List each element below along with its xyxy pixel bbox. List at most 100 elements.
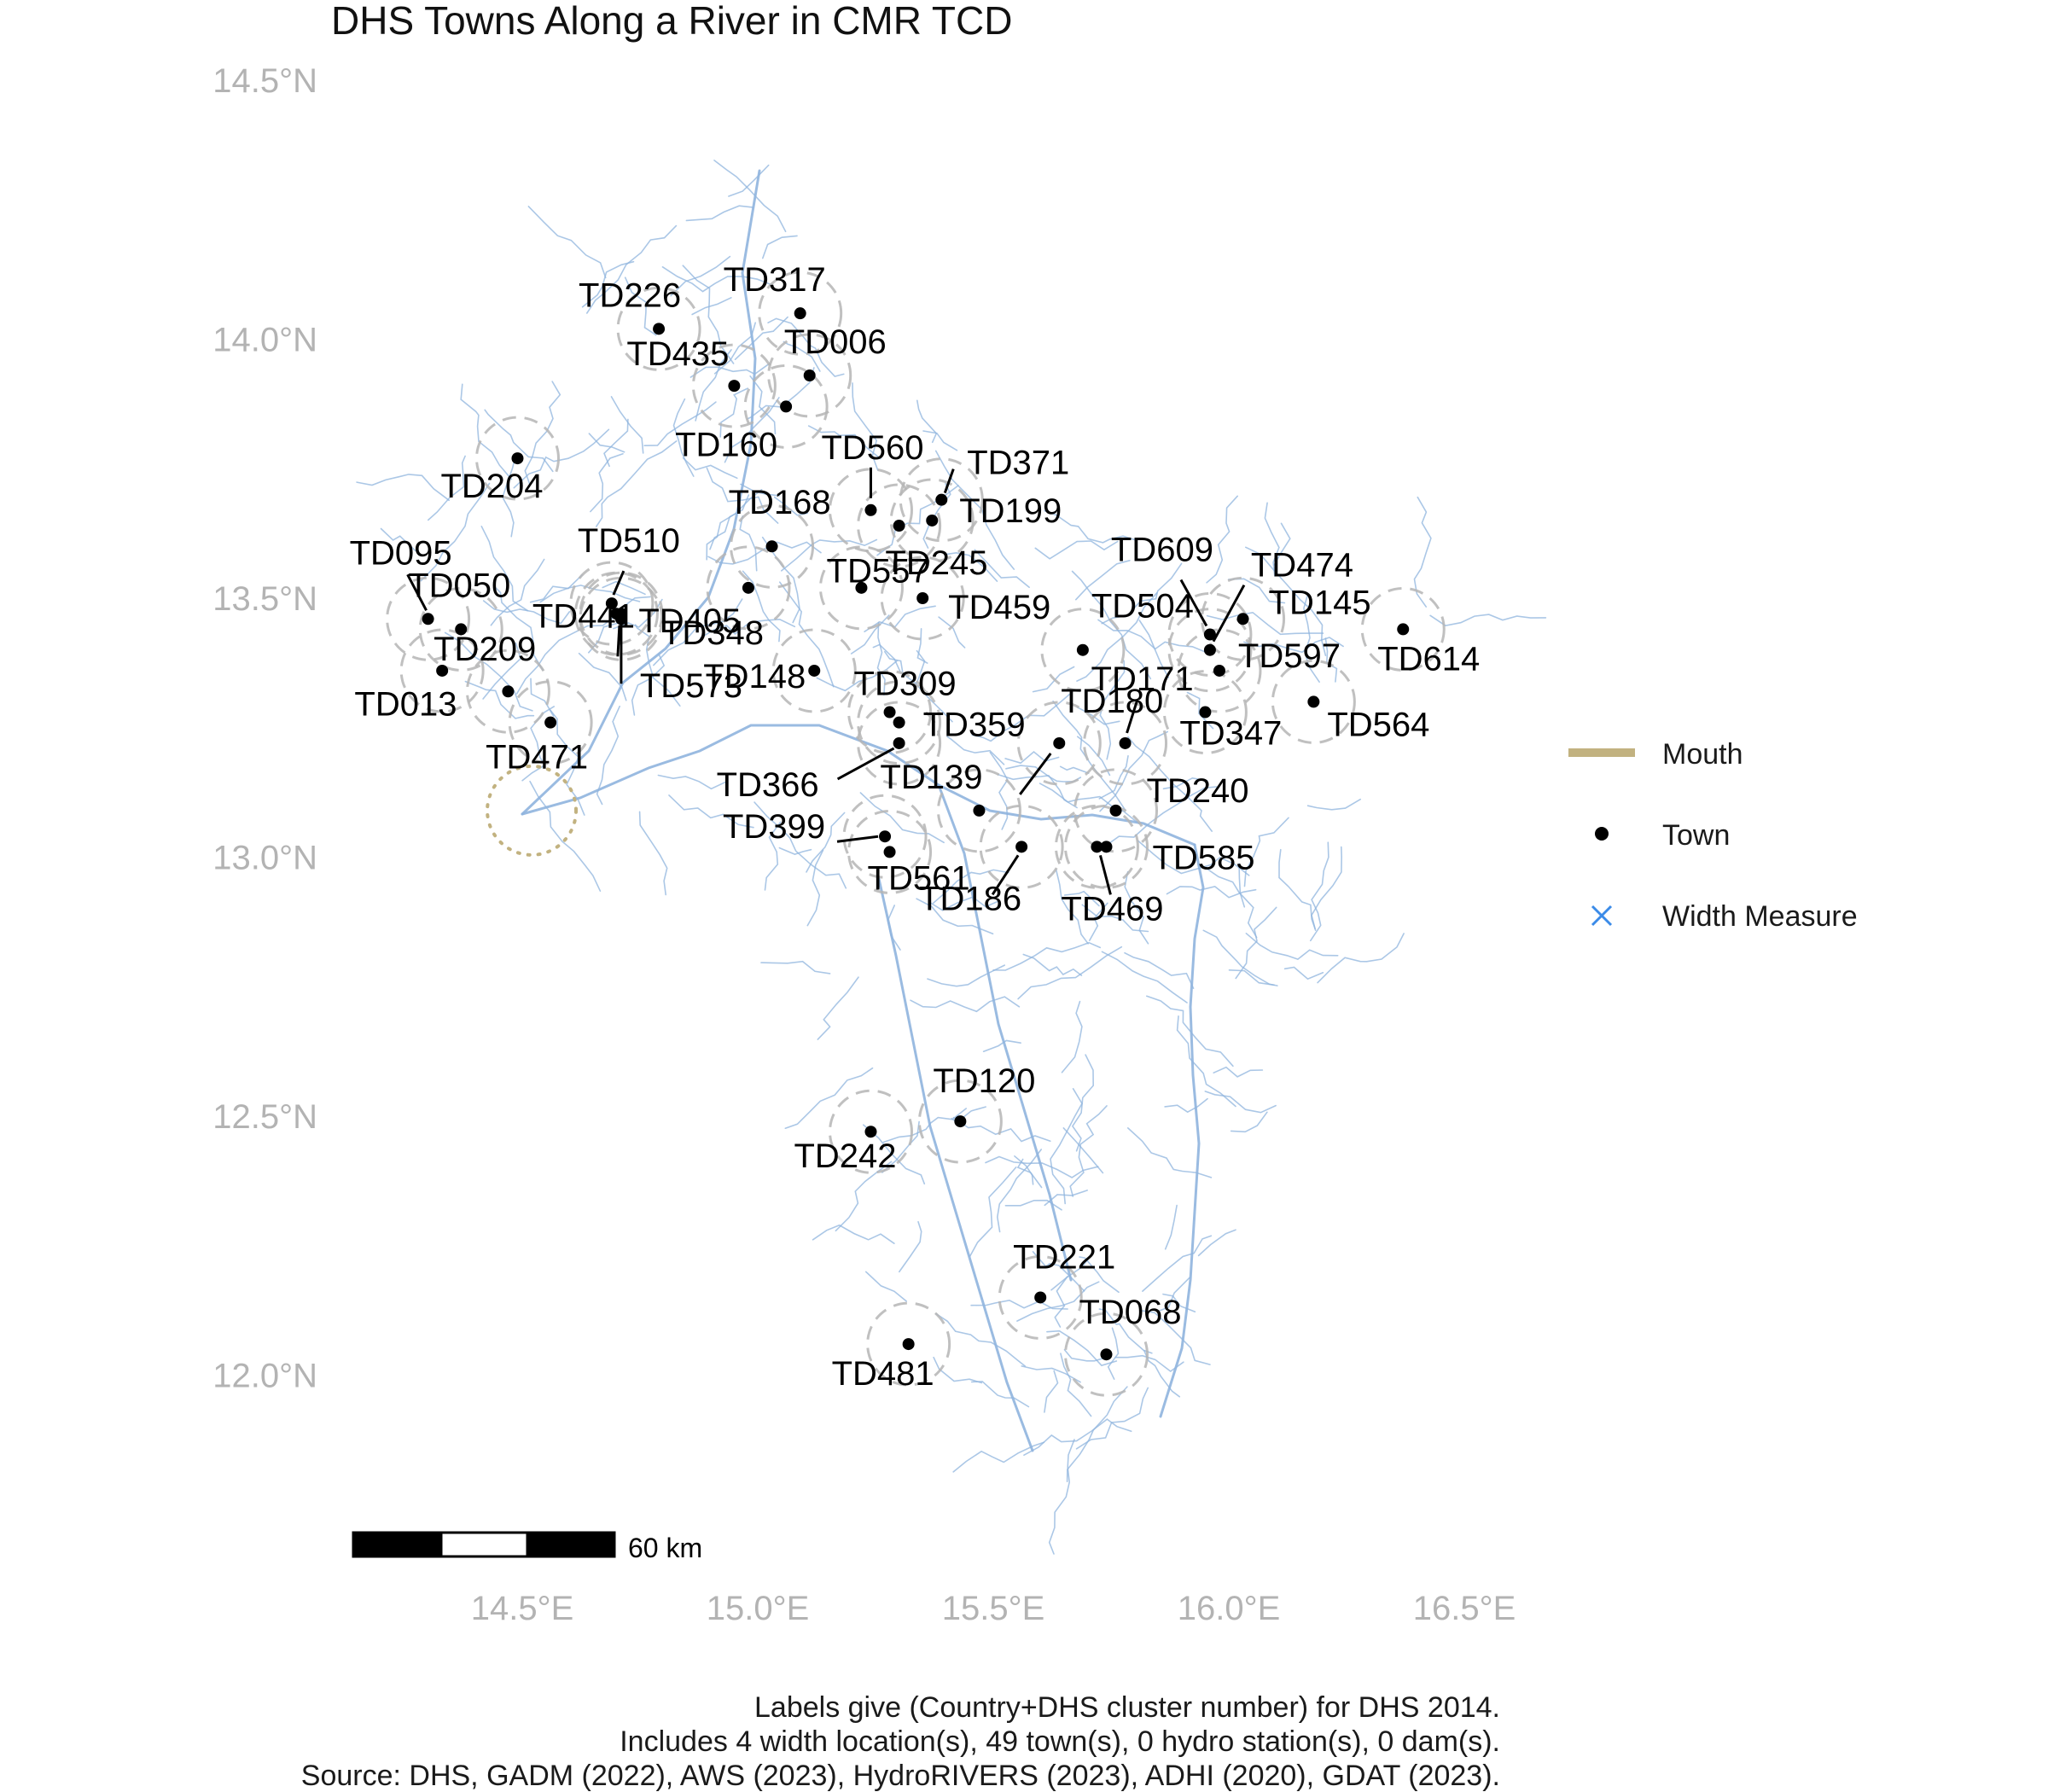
- town-label: TD204: [440, 468, 543, 505]
- tributary: [356, 474, 450, 502]
- town-buffer: [1360, 586, 1446, 672]
- leader-line: [1212, 584, 1246, 643]
- town-buffer: [818, 545, 904, 631]
- tributary: [767, 317, 845, 377]
- tributary: [1283, 966, 1324, 980]
- town-point: [879, 830, 892, 843]
- town-point: [794, 307, 806, 320]
- town-label: TD614: [1377, 640, 1480, 678]
- tributary: [764, 821, 782, 891]
- town-point: [973, 804, 986, 817]
- tributary: [724, 397, 780, 463]
- town-point: [926, 514, 939, 527]
- tributary: [1032, 1251, 1085, 1292]
- town-buffer: [730, 503, 815, 589]
- tributary: [1071, 1054, 1095, 1152]
- town-points: [422, 307, 1410, 1361]
- lat-tick-label: 12.5°N: [212, 1098, 317, 1136]
- town-label: TD469: [1061, 890, 1163, 928]
- town-label: TD441: [532, 597, 635, 635]
- tributary: [464, 680, 535, 719]
- tributary: [1014, 1155, 1034, 1185]
- town-point: [803, 369, 816, 381]
- town-point: [808, 664, 821, 677]
- town-buffer: [758, 271, 843, 356]
- town-buffer: [579, 571, 664, 656]
- leader-line: [612, 570, 625, 596]
- tributary: [1159, 1277, 1190, 1312]
- tributary: [1060, 1353, 1092, 1417]
- main-channel: [937, 783, 1073, 1282]
- town-label: TD597: [1238, 637, 1341, 675]
- town-point: [728, 380, 741, 393]
- tributary: [691, 297, 732, 316]
- tributary: [762, 235, 798, 259]
- tributary: [1278, 848, 1316, 930]
- leader-line: [836, 835, 879, 843]
- town-label: TD459: [948, 589, 1050, 626]
- tributary: [1081, 904, 1149, 933]
- tributary: [1138, 620, 1170, 678]
- town-label: TD050: [408, 567, 510, 604]
- tributary: [513, 428, 610, 489]
- tributary: [876, 621, 886, 696]
- town-label: TD481: [832, 1355, 934, 1393]
- town-point: [1203, 643, 1216, 656]
- main-channel: [521, 169, 761, 816]
- town-buffer: [767, 333, 852, 418]
- legend: Mouth Town Width Measure: [1568, 738, 1858, 933]
- tributary: [1206, 495, 1238, 584]
- town-buffer: [418, 586, 503, 672]
- legend-town-key: [1595, 827, 1609, 841]
- town-label: TD160: [675, 426, 777, 463]
- town-label: TD405: [638, 602, 741, 640]
- town-buffer: [1016, 701, 1102, 786]
- town-buffer-circles: [386, 271, 1446, 1397]
- tributary: [1141, 1310, 1211, 1365]
- tributary: [929, 896, 1000, 911]
- town-label: TD557: [827, 552, 929, 590]
- town-label: TD171: [1091, 660, 1194, 698]
- town-point: [1213, 664, 1225, 677]
- town-label: TD371: [967, 445, 1069, 482]
- lon-tick-label: 15.5°E: [942, 1590, 1045, 1627]
- tributary: [578, 652, 627, 701]
- tributary: [610, 396, 644, 454]
- map-title: DHS Towns Along a River in CMR TCD: [331, 0, 1012, 43]
- lat-tick-label: 14.0°N: [212, 322, 317, 359]
- tributary: [1098, 755, 1129, 800]
- town-point: [1053, 736, 1066, 749]
- town-point: [864, 503, 877, 516]
- tributary: [482, 643, 522, 700]
- tributary: [530, 678, 555, 717]
- town-label: TD504: [1091, 588, 1194, 625]
- tributary: [783, 340, 821, 372]
- town-buffer: [917, 1079, 1003, 1164]
- tributary: [484, 409, 554, 473]
- tributary: [1104, 786, 1218, 847]
- tributary: [910, 996, 1021, 1013]
- tributary: [527, 206, 607, 279]
- town-label: TD245: [885, 544, 987, 582]
- tributary: [1142, 1235, 1213, 1292]
- town-buffer: [1167, 591, 1253, 677]
- town-buffer: [1167, 608, 1253, 693]
- tributary: [602, 580, 646, 596]
- mouth-buffer-circle: [486, 764, 579, 857]
- tributary: [969, 1167, 1017, 1257]
- town-point: [1203, 628, 1216, 641]
- tributary: [1089, 902, 1108, 941]
- scale-bar-seg-3: [526, 1531, 616, 1558]
- tributary: [922, 430, 958, 451]
- town-buffer: [866, 1301, 951, 1387]
- town-buffer: [936, 768, 1021, 853]
- tributary: [1044, 509, 1137, 544]
- lon-tick-label: 16.0°E: [1178, 1590, 1281, 1627]
- town-point: [1397, 623, 1410, 636]
- leader-line: [1019, 753, 1052, 795]
- tributary: [515, 613, 620, 695]
- tributary: [590, 453, 624, 513]
- tributary: [1164, 1097, 1208, 1114]
- town-buffer: [1054, 804, 1139, 889]
- tributary: [1137, 840, 1250, 876]
